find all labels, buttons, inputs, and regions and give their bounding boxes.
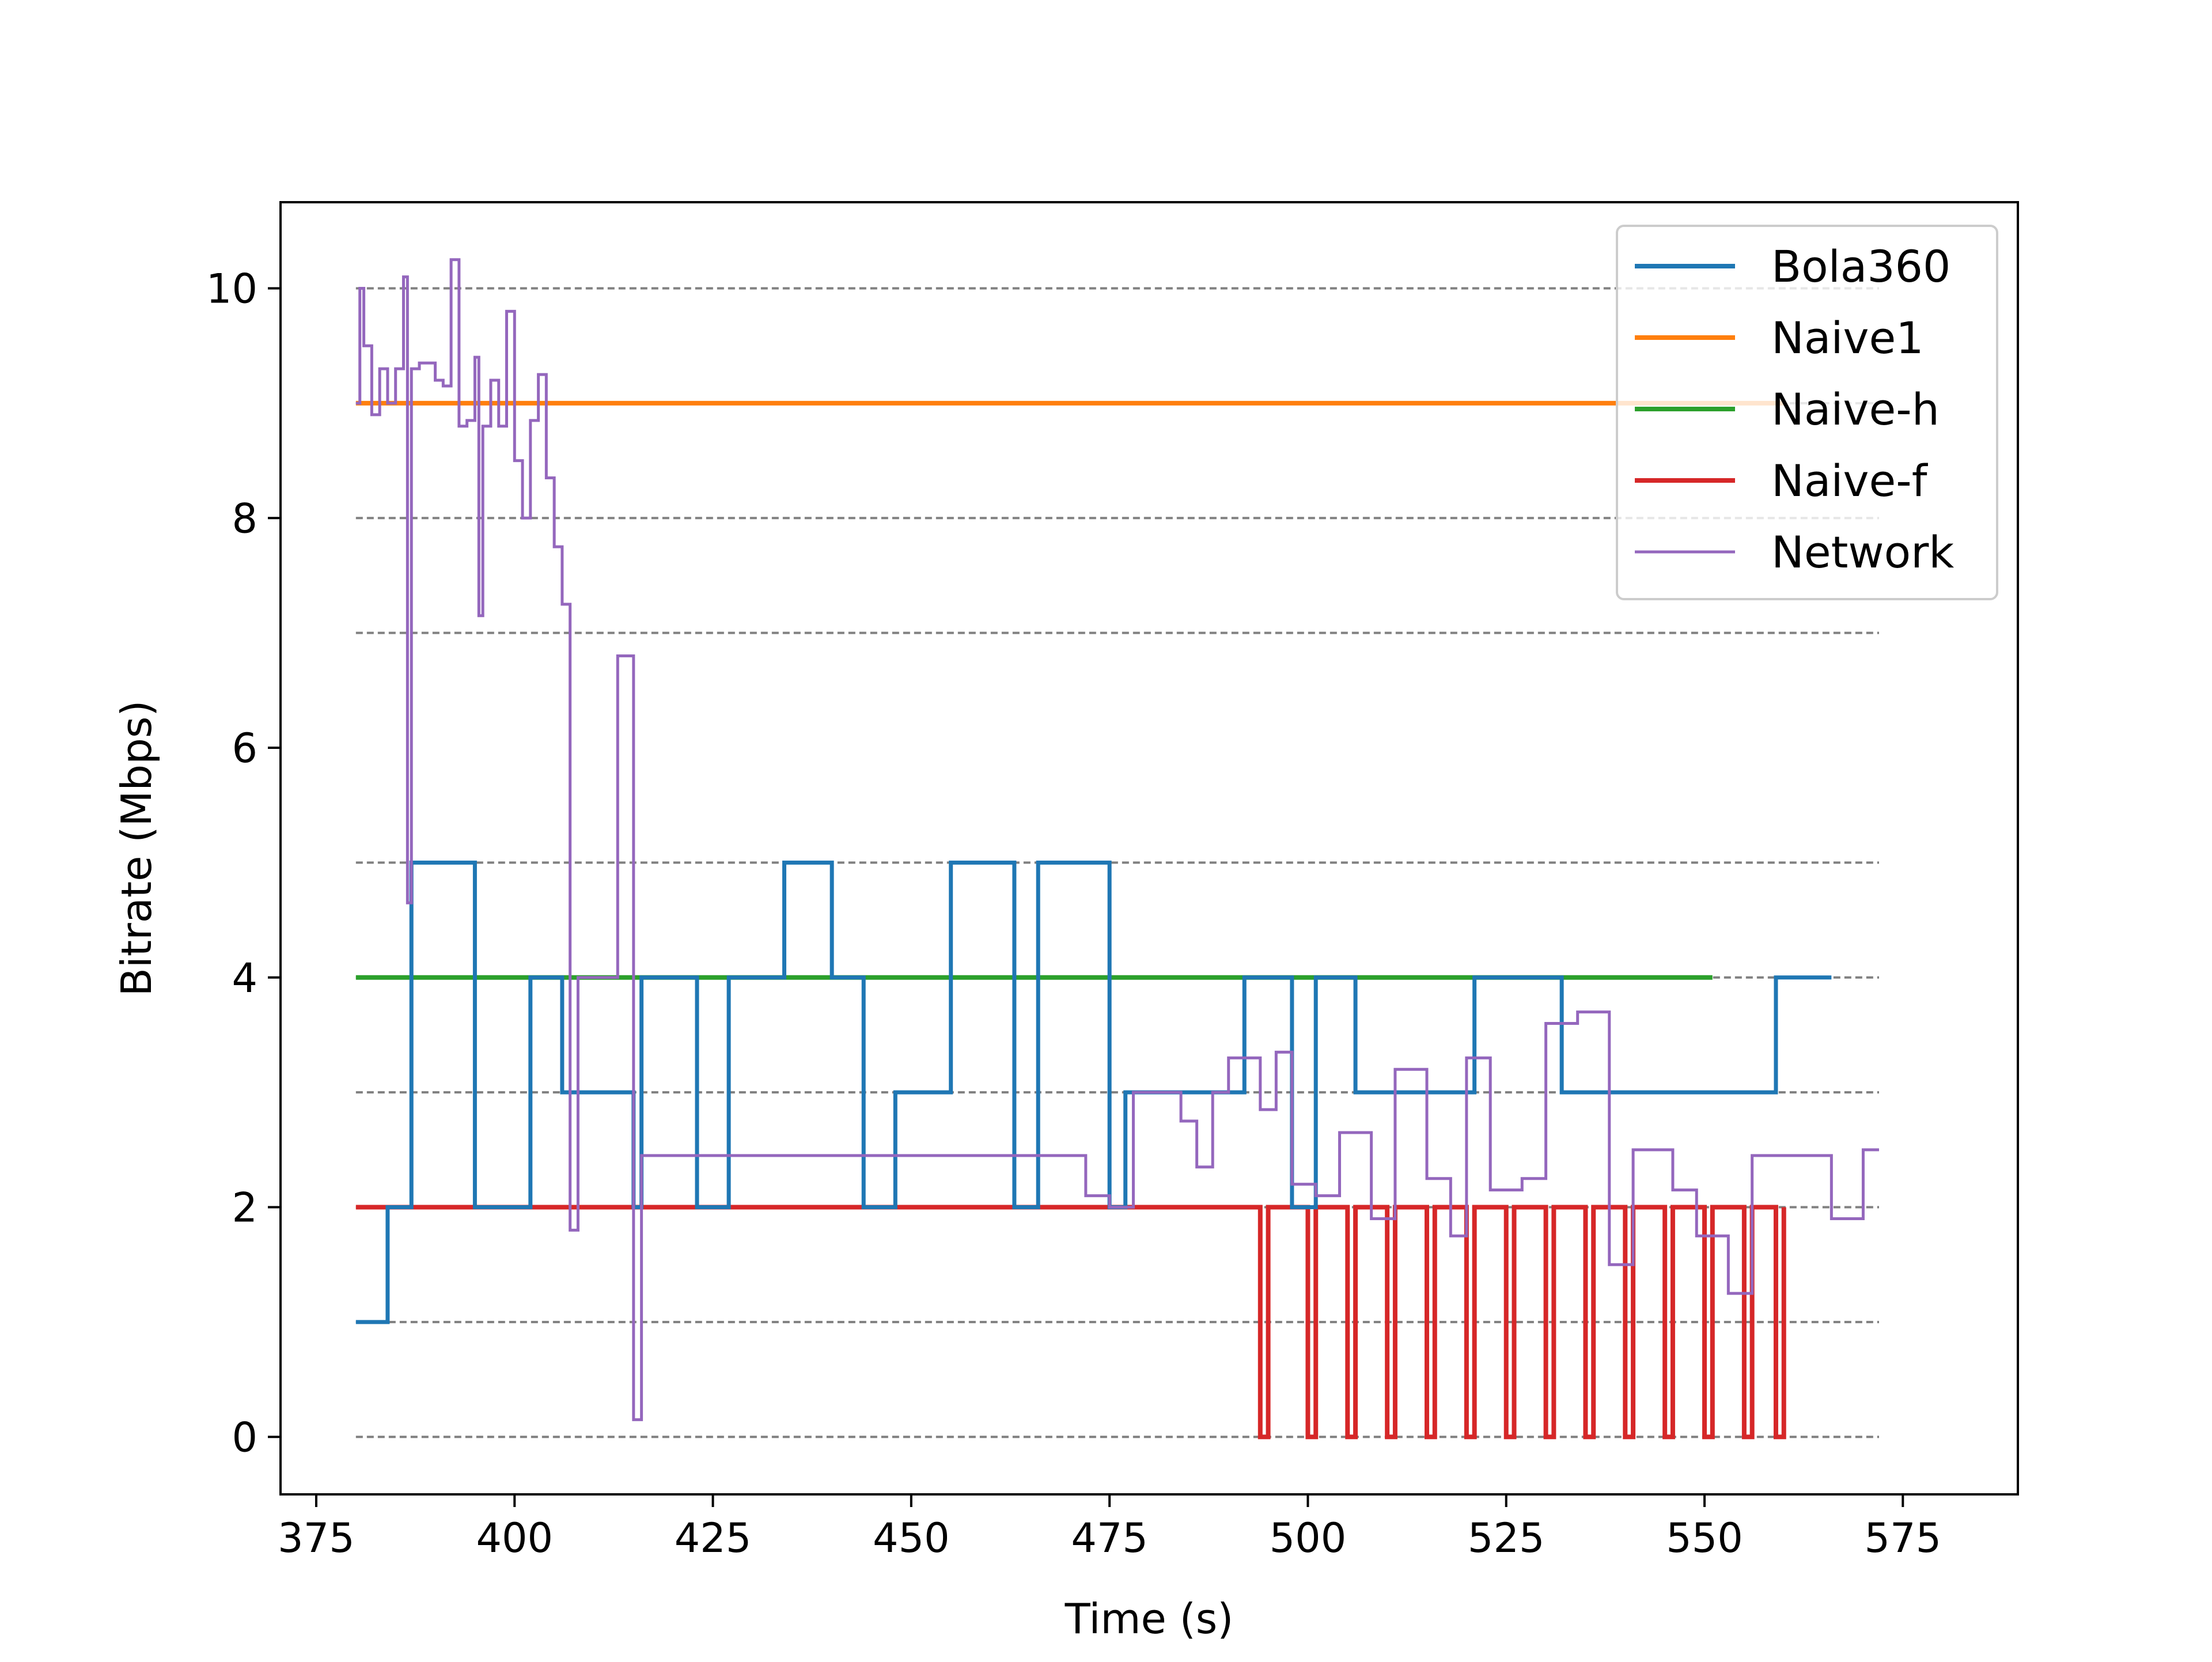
x-tick-label: 500 <box>1270 1515 1347 1562</box>
x-tick-label: 425 <box>675 1515 752 1562</box>
x-tick-label: 400 <box>476 1515 553 1562</box>
legend-label-naive1: Naive1 <box>1771 312 1924 364</box>
y-tick-label: 4 <box>232 955 257 1002</box>
series-line-bola360 <box>355 860 1832 1324</box>
y-tick-label: 2 <box>232 1184 257 1232</box>
y-tick-label: 6 <box>232 725 257 772</box>
plot-frame <box>279 201 2019 1496</box>
legend-label-naive-h: Naive-h <box>1771 384 1940 435</box>
legend-label-naive-f: Naive-f <box>1771 455 1929 506</box>
x-tick-label: 550 <box>1666 1515 1743 1562</box>
legend: Bola360 Naive1 Naive-h Naive-f Network <box>1616 225 1998 600</box>
series-line-naive-f <box>355 1205 1786 1440</box>
series-layer <box>355 258 1879 1440</box>
legend-box <box>1616 225 1998 600</box>
x-axis-label: Time (s) <box>1065 1595 1234 1643</box>
x-tick-label: 450 <box>873 1515 950 1562</box>
y-axis-label: Bitrate (Mbps) <box>112 701 161 997</box>
x-tick-label: 375 <box>278 1515 355 1562</box>
y-tick-label: 10 <box>206 266 257 313</box>
x-tick-label: 525 <box>1468 1515 1545 1562</box>
y-tick-label: 8 <box>232 495 257 542</box>
legend-label-bola360: Bola360 <box>1771 241 1950 292</box>
legend-label-network: Network <box>1771 527 1954 578</box>
y-tick-label: 0 <box>232 1414 257 1461</box>
x-tick-label: 475 <box>1071 1515 1148 1562</box>
axis-ticks: 375 400 425 450 475 500 525 550 575 0 2 4 6 8 10 <box>206 266 1941 1562</box>
series-line-network <box>355 258 1879 1421</box>
x-tick-label: 575 <box>1865 1515 1942 1562</box>
